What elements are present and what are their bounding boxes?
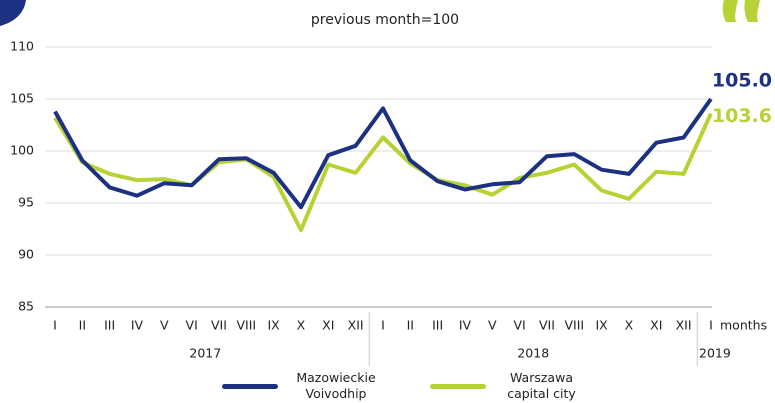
x-tick-label: VII [211,318,227,333]
x-tick-label: XI [650,318,662,333]
legend-label: Warszawa capital city [494,370,589,402]
legend-item: Warszawa capital city [430,370,589,402]
x-tick-label: II [407,318,414,333]
x-tick-label: VI [186,318,198,333]
x-tick-label: I [381,318,385,333]
group-label: 2019 [699,346,731,361]
decoration [723,0,760,22]
series-line [55,99,711,207]
x-tick-label: IX [595,318,608,333]
legend-item: Mazowieckie Voivodhip [222,370,386,402]
x-tick-label: II [79,318,86,333]
y-tick-label: 95 [18,195,34,210]
page: {"chart_data": {"type": "line", "subtitl… [0,0,775,403]
decoration [0,0,26,26]
group-label: 2017 [189,346,221,361]
legend-swatch [222,384,278,389]
y-tick-label: 85 [18,299,34,314]
x-tick-label: VII [539,318,555,333]
x-tick-label: IX [268,318,281,333]
x-tick-label: XI [322,318,334,333]
y-tick-label: 110 [10,39,34,54]
x-tick-label: VI [513,318,525,333]
legend-label: Mazowieckie Voivodhip [286,370,386,402]
y-tick-label: 100 [10,143,34,158]
x-tick-label: I [709,318,713,333]
y-tick-label: 90 [18,247,34,262]
x-axis-label: months [720,318,767,333]
legend-swatch [430,384,486,389]
x-tick-label: III [432,318,443,333]
chart: previous month=100 months 85 90 95 100 105 11… [0,0,775,403]
x-tick-label: IV [459,318,472,333]
value-label: 103.6 [712,105,772,127]
chart-subtitle: previous month=100 [311,12,459,28]
x-tick-label: IV [131,318,144,333]
x-tick-label: VIII [236,318,256,333]
x-tick-label: XII [348,318,364,333]
x-tick-label: X [625,318,634,333]
x-tick-label: V [488,318,497,333]
x-tick-label: I [53,318,57,333]
x-tick-label: X [297,318,306,333]
x-tick-label: V [160,318,169,333]
x-tick-label: III [104,318,115,333]
y-tick-label: 105 [10,91,34,106]
group-label: 2018 [517,346,549,361]
value-label: 105.0 [712,70,772,92]
x-tick-label: VIII [564,318,584,333]
x-tick-label: XII [676,318,692,333]
